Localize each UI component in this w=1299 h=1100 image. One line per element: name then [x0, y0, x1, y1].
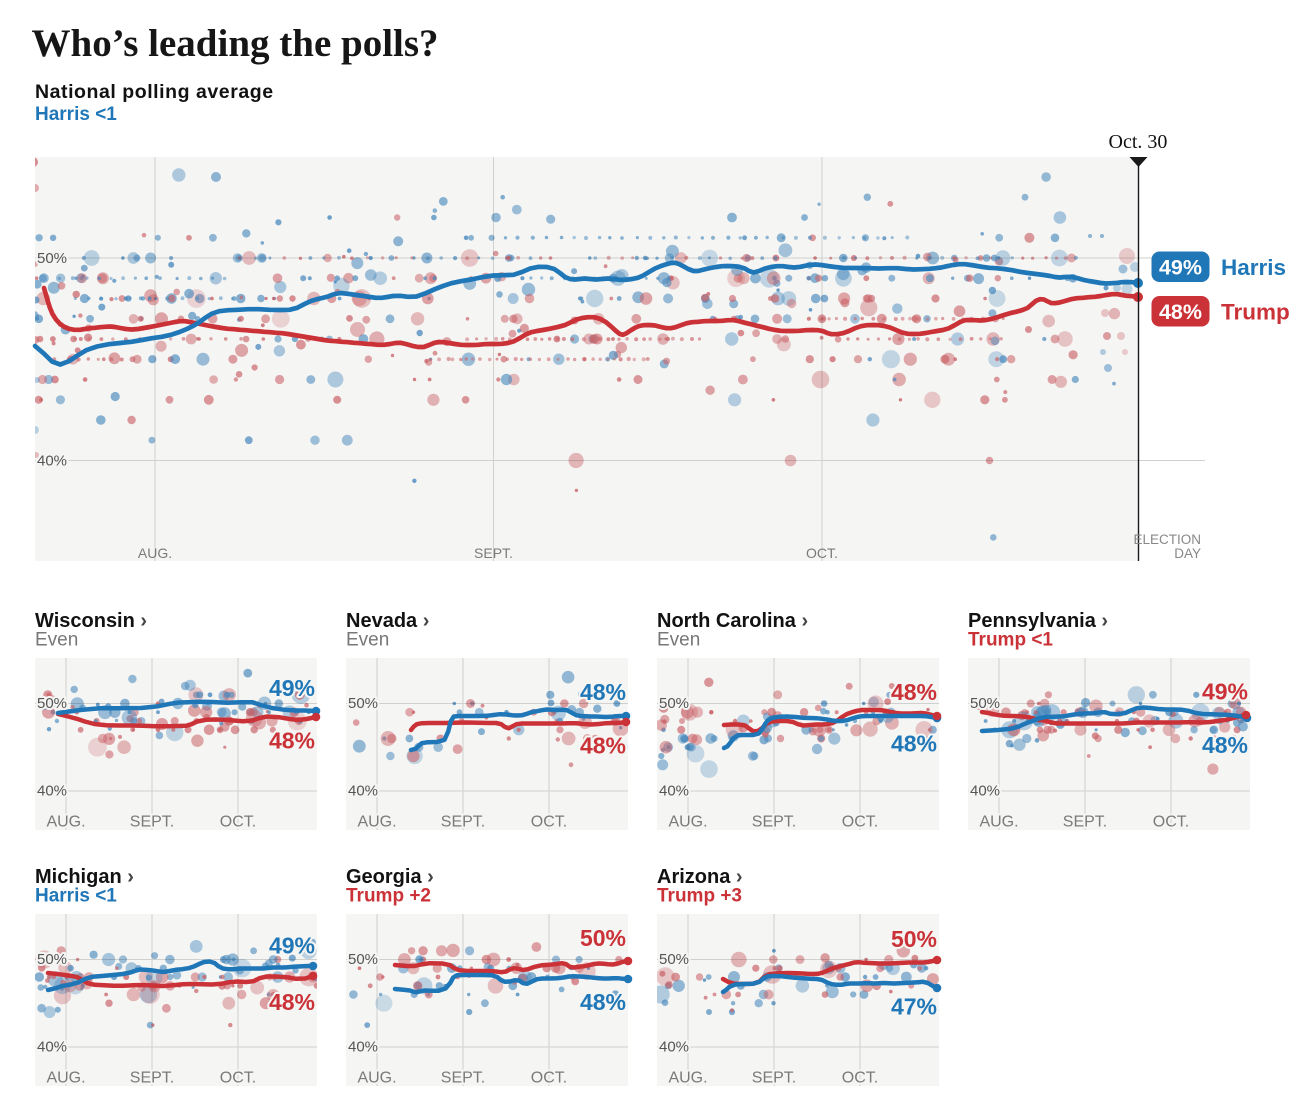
svg-text:OCT.: OCT. [531, 814, 567, 831]
svg-text:40%: 40% [659, 783, 689, 800]
svg-text:OCT.: OCT. [842, 814, 878, 831]
svg-text:Who’s leading the polls?: Who’s leading the polls? [32, 22, 439, 65]
svg-text:50%: 50% [891, 926, 937, 952]
svg-text:48%: 48% [1202, 732, 1248, 758]
svg-text:Wisconsin ›: Wisconsin › [35, 610, 147, 632]
svg-text:SEPT.: SEPT. [441, 1070, 485, 1087]
svg-text:Trump +2: Trump +2 [346, 886, 431, 907]
svg-text:AUG.: AUG. [357, 1070, 396, 1087]
svg-text:Pennsylvania ›: Pennsylvania › [968, 610, 1108, 632]
svg-text:AUG.: AUG. [46, 814, 85, 831]
svg-text:50%: 50% [348, 695, 378, 712]
svg-text:SEPT.: SEPT. [441, 814, 485, 831]
svg-text:50%: 50% [37, 250, 67, 267]
svg-text:48%: 48% [269, 728, 315, 754]
svg-text:AUG.: AUG. [46, 1070, 85, 1087]
svg-text:OCT.: OCT. [1153, 814, 1189, 831]
svg-text:49%: 49% [1202, 679, 1248, 705]
svg-text:SEPT.: SEPT. [1063, 814, 1107, 831]
svg-text:AUG.: AUG. [138, 545, 172, 561]
svg-text:Oct. 30: Oct. 30 [1109, 131, 1168, 153]
svg-text:SEPT.: SEPT. [130, 1070, 174, 1087]
svg-text:Even: Even [35, 630, 78, 651]
svg-text:40%: 40% [970, 783, 1000, 800]
svg-text:50%: 50% [970, 695, 1000, 712]
svg-text:40%: 40% [37, 453, 67, 470]
svg-text:SEPT.: SEPT. [474, 545, 513, 561]
svg-text:OCT.: OCT. [531, 1070, 567, 1087]
svg-text:Harris <1: Harris <1 [35, 104, 117, 125]
svg-text:40%: 40% [348, 783, 378, 800]
svg-text:48%: 48% [580, 679, 626, 705]
svg-text:Trump: Trump [1221, 300, 1290, 325]
svg-text:48%: 48% [269, 989, 315, 1015]
svg-text:49%: 49% [269, 675, 315, 701]
svg-text:49%: 49% [269, 933, 315, 959]
svg-text:OCT.: OCT. [220, 1070, 256, 1087]
svg-text:Trump +3: Trump +3 [657, 886, 742, 907]
svg-text:OCT.: OCT. [842, 1070, 878, 1087]
svg-text:48%: 48% [580, 989, 626, 1015]
svg-text:48%: 48% [1159, 300, 1202, 324]
svg-text:47%: 47% [891, 994, 937, 1020]
svg-text:North Carolina ›: North Carolina › [657, 610, 808, 632]
svg-text:AUG.: AUG. [668, 1070, 707, 1087]
svg-text:DAY: DAY [1174, 546, 1201, 561]
svg-text:50%: 50% [659, 951, 689, 968]
svg-text:AUG.: AUG. [357, 814, 396, 831]
svg-text:SEPT.: SEPT. [752, 1070, 796, 1087]
svg-text:Harris <1: Harris <1 [35, 886, 117, 907]
svg-text:Even: Even [657, 630, 700, 651]
svg-text:40%: 40% [659, 1039, 689, 1056]
svg-text:Michigan ›: Michigan › [35, 866, 134, 888]
svg-text:48%: 48% [580, 733, 626, 759]
svg-text:50%: 50% [37, 951, 67, 968]
svg-text:50%: 50% [348, 951, 378, 968]
svg-text:49%: 49% [1159, 256, 1202, 280]
svg-text:Even: Even [346, 630, 389, 651]
svg-text:National polling average: National polling average [35, 81, 274, 103]
svg-text:Arizona ›: Arizona › [657, 866, 743, 888]
svg-text:40%: 40% [37, 1039, 67, 1056]
svg-text:SEPT.: SEPT. [752, 814, 796, 831]
svg-text:Harris: Harris [1221, 255, 1286, 280]
svg-text:OCT.: OCT. [220, 814, 256, 831]
svg-text:Trump <1: Trump <1 [968, 630, 1053, 651]
svg-text:Georgia ›: Georgia › [346, 866, 434, 888]
svg-text:50%: 50% [37, 695, 67, 712]
svg-text:SEPT.: SEPT. [130, 814, 174, 831]
svg-text:50%: 50% [580, 925, 626, 951]
svg-text:50%: 50% [659, 695, 689, 712]
svg-text:40%: 40% [348, 1039, 378, 1056]
svg-text:OCT.: OCT. [806, 545, 838, 561]
svg-text:Nevada ›: Nevada › [346, 610, 429, 632]
svg-text:48%: 48% [891, 731, 937, 757]
svg-text:48%: 48% [891, 679, 937, 705]
svg-text:AUG.: AUG. [979, 814, 1018, 831]
svg-text:AUG.: AUG. [668, 814, 707, 831]
svg-text:40%: 40% [37, 783, 67, 800]
svg-text:ELECTION: ELECTION [1133, 532, 1201, 547]
